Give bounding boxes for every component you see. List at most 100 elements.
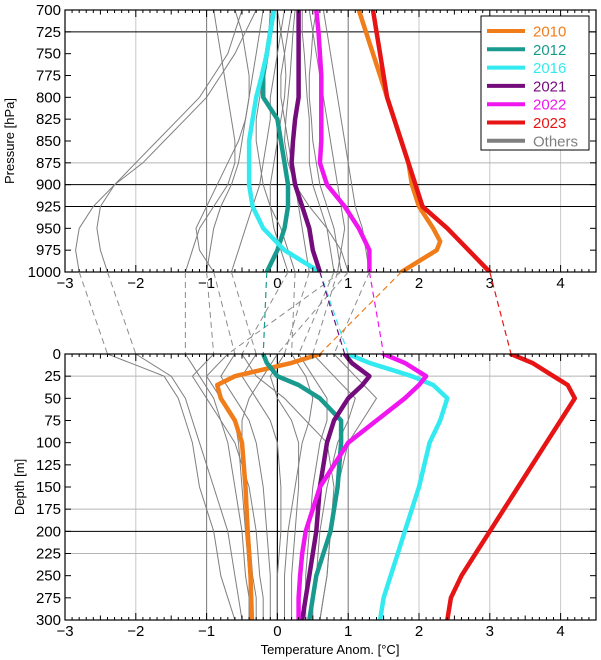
atmos-y-tick-label: 975 bbox=[36, 242, 61, 259]
other-connector-7 bbox=[298, 271, 335, 355]
other-connector-3 bbox=[206, 271, 215, 355]
ocean-y-tick-label: 175 bbox=[36, 501, 61, 518]
atmos-lines bbox=[75, 10, 493, 272]
atmos-y-tick-label: 925 bbox=[36, 199, 61, 216]
legend-label-2012: 2012 bbox=[533, 42, 566, 59]
atmos-series-2016 bbox=[246, 10, 323, 272]
atmos-x-tick-label: −2 bbox=[127, 275, 144, 292]
atmos-y-tick-label: 800 bbox=[36, 89, 61, 106]
ocean-series-2023 bbox=[445, 354, 578, 620]
legend-label-2023: 2023 bbox=[533, 115, 566, 132]
ocean-x-tick-label: 1 bbox=[344, 623, 352, 640]
atmos-other-line-3 bbox=[96, 10, 243, 272]
atmos-other-line-11 bbox=[322, 10, 370, 272]
legend-label-Others: Others bbox=[533, 133, 578, 150]
atmos-series-2021 bbox=[289, 10, 323, 272]
atmos-other-line-13 bbox=[283, 10, 349, 272]
ocean-y-tick-label: 225 bbox=[36, 546, 61, 563]
atmos-x-tick-label: 2 bbox=[415, 275, 423, 292]
atmos-x-tick-label: 0 bbox=[273, 275, 281, 292]
atmos-y-tick-label: 1000 bbox=[28, 264, 61, 281]
connector-2023 bbox=[489, 271, 512, 355]
ocean-y-tick-label: 125 bbox=[36, 457, 61, 474]
ocean-lines bbox=[107, 354, 578, 620]
atmos-y-tick-label: 825 bbox=[36, 111, 61, 128]
ocean-y-tick-label: 200 bbox=[36, 523, 61, 540]
ocean-x-tick-label: 0 bbox=[273, 623, 281, 640]
atmos-x-tick-label: −3 bbox=[56, 275, 73, 292]
other-connector-1 bbox=[107, 271, 137, 355]
ocean-other-line-2 bbox=[107, 354, 236, 620]
ocean-panel: −3 −2 −1 0 1 2 3 4 0 25 50 75 100 125 150 175 200 225 250 2… bbox=[36, 346, 597, 640]
atmos-y-tick-label: 900 bbox=[36, 177, 61, 194]
ocean-y-tick-label: 0 bbox=[53, 346, 61, 363]
ocean-y-tick-label: 150 bbox=[36, 479, 61, 496]
other-connector-4 bbox=[213, 271, 236, 355]
atmos-other-line-4 bbox=[184, 10, 236, 272]
ocean-x-tick-label: 2 bbox=[415, 623, 423, 640]
ocean-other-line-3 bbox=[135, 354, 243, 620]
ocean-series-2021 bbox=[299, 354, 372, 620]
other-connector-5 bbox=[230, 271, 257, 355]
atmos-y-tick-label: 950 bbox=[36, 220, 61, 237]
ocean-other-line-7 bbox=[241, 354, 282, 620]
atmos-other-line-7 bbox=[230, 10, 285, 272]
ocean-other-line-12 bbox=[241, 354, 335, 620]
atmosphere-panel: −3 −2 −1 0 1 2 3 4 700 725 750 775 800 825 850 875 900 92… bbox=[28, 2, 597, 292]
atmos-x-tick-label: 1 bbox=[344, 275, 352, 292]
other-connector-12 bbox=[291, 271, 296, 355]
ocean-y-tick-label: 25 bbox=[44, 368, 61, 385]
other-connector-13 bbox=[227, 271, 342, 355]
legend-label-2010: 2010 bbox=[533, 24, 566, 41]
atmos-y-tick-label: 775 bbox=[36, 68, 61, 85]
atmos-y-tick-label: 875 bbox=[36, 155, 61, 172]
atmos-x-tick-label: 4 bbox=[556, 275, 564, 292]
connector-2012 bbox=[262, 271, 268, 355]
atmos-series-2023 bbox=[370, 10, 493, 272]
legend-label-2021: 2021 bbox=[533, 78, 566, 95]
atmos-x-tick-label: −1 bbox=[198, 275, 215, 292]
ocean-y-tick-label: 250 bbox=[36, 568, 61, 585]
ocean-y-tick-label: 300 bbox=[36, 612, 61, 629]
legend-label-2022: 2022 bbox=[533, 97, 566, 114]
atmos-series-2022 bbox=[314, 10, 372, 272]
atmos-y-tick-label: 700 bbox=[36, 2, 61, 19]
other-connector-8 bbox=[312, 271, 339, 355]
legend-label-2016: 2016 bbox=[533, 60, 566, 77]
ocean-series-2012 bbox=[260, 354, 344, 620]
ocean-series-2010 bbox=[214, 354, 323, 620]
atmos-other-line-12 bbox=[269, 10, 289, 272]
other-connector-11 bbox=[277, 271, 349, 355]
x-axis-label: Temperature Anom. [°C] bbox=[261, 642, 400, 657]
connector-2021 bbox=[319, 271, 346, 355]
atmos-y-tick-label: 725 bbox=[36, 24, 61, 41]
ocean-x-tick-label: 3 bbox=[486, 623, 494, 640]
atmos-other-line-5 bbox=[206, 10, 250, 272]
ocean-y-tick-label: 75 bbox=[44, 413, 61, 430]
ocean-y-axis-label: Depth [m] bbox=[12, 459, 27, 515]
ocean-y-tick-label: 100 bbox=[36, 435, 61, 452]
connector-lines bbox=[78, 271, 512, 355]
ocean-x-tick-label: 4 bbox=[556, 623, 564, 640]
ocean-other-line-6 bbox=[220, 354, 271, 620]
connector-2022 bbox=[368, 271, 385, 355]
ocean-series-2016 bbox=[345, 354, 450, 620]
ocean-other-line-4 bbox=[184, 354, 250, 620]
ocean-x-tick-label: −1 bbox=[198, 623, 215, 640]
ocean-y-tick-label: 50 bbox=[44, 390, 61, 407]
ocean-x-tick-label: −2 bbox=[127, 623, 144, 640]
atmos-other-line-15 bbox=[308, 10, 342, 272]
other-connector-0 bbox=[78, 271, 108, 355]
ocean-other-line-14 bbox=[284, 354, 314, 620]
atmos-other-line-6 bbox=[195, 10, 264, 272]
other-connector-10 bbox=[241, 271, 289, 355]
atmosphere-y-axis-label: Pressure [hPa] bbox=[2, 98, 17, 184]
legend-box bbox=[480, 15, 590, 151]
ocean-y-tick-label: 275 bbox=[36, 590, 61, 607]
atmos-other-line-2 bbox=[75, 10, 257, 272]
atmos-y-tick-label: 850 bbox=[36, 133, 61, 150]
atmos-x-tick-label: 3 bbox=[486, 275, 494, 292]
atmos-other-line-10 bbox=[308, 10, 346, 272]
